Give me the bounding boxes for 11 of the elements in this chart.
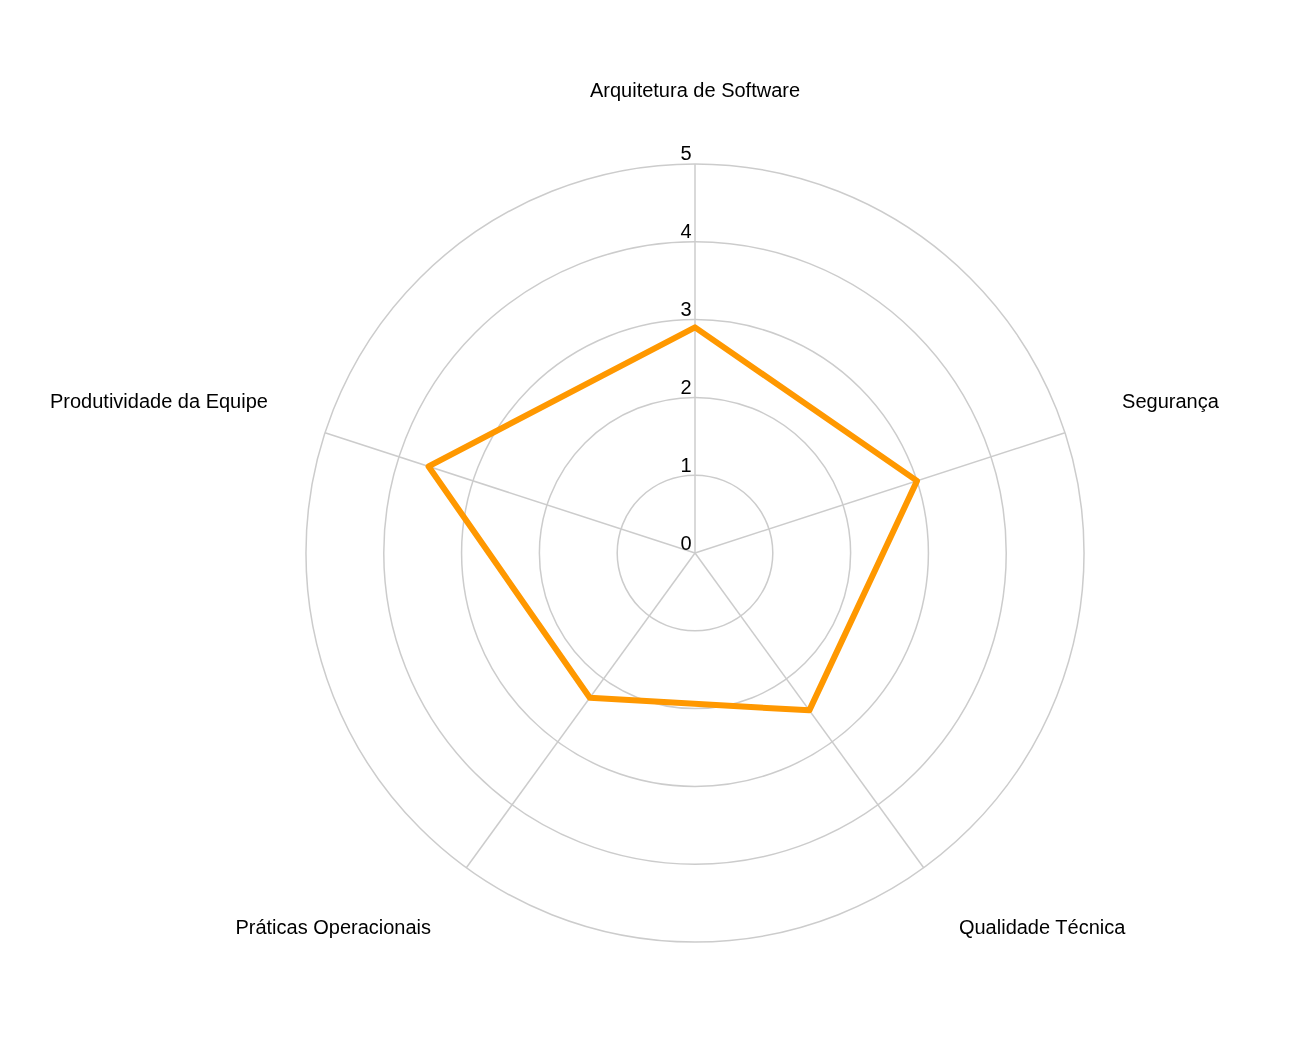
- y-tick-label: 2: [680, 375, 692, 398]
- y-tick-label: 4: [680, 220, 692, 243]
- spoke-label: Segurança: [1122, 389, 1220, 412]
- y-tick-label: 5: [680, 142, 692, 165]
- spoke-label: Práticas Operacionais: [235, 915, 432, 938]
- y-tick-label: 3: [680, 298, 692, 321]
- spoke-label: Arquitetura de Software: [589, 79, 801, 102]
- spoke-label: Qualidade Técnica: [958, 915, 1127, 938]
- y-tick-label: 1: [680, 453, 692, 476]
- y-tick-label: 0: [680, 531, 692, 554]
- spoke-label: Produtividade da Equipe: [49, 389, 268, 412]
